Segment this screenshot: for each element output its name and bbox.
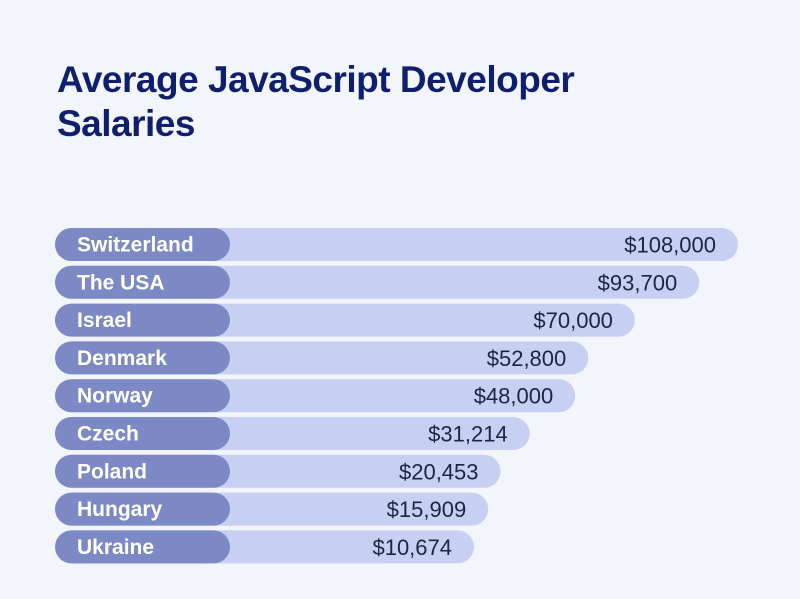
category-pill [55, 341, 230, 375]
category-label: The USA [77, 271, 165, 294]
value-label: $31,214 [428, 422, 508, 447]
bar-row-hungary: Hungary $15,909 [55, 492, 489, 526]
bar-row-poland: Poland $20,453 [55, 454, 501, 488]
value-label: $10,674 [372, 535, 452, 560]
bar-row-switzerland: Switzerland $108,000 [55, 228, 738, 261]
category-label: Ukraine [77, 536, 154, 559]
category-pill [55, 379, 230, 413]
category-label: Hungary [77, 498, 163, 521]
category-label: Poland [77, 460, 147, 483]
category-pill [55, 492, 230, 526]
value-label: $52,800 [487, 346, 567, 371]
value-label: $108,000 [624, 233, 716, 258]
category-label: Switzerland [77, 234, 194, 257]
category-label: Israel [77, 309, 132, 332]
value-label: $48,000 [474, 384, 554, 409]
value-label: $15,909 [387, 497, 467, 522]
value-label: $70,000 [533, 308, 613, 333]
category-pill [55, 303, 230, 337]
bar-row-norway: Norway $48,000 [55, 379, 576, 413]
category-pill [55, 228, 230, 261]
category-label: Norway [77, 385, 153, 408]
bar-row-denmark: Denmark $52,800 [55, 341, 589, 375]
bar-row-ukraine: Ukraine $10,674 [55, 530, 474, 564]
category-pill [55, 454, 230, 488]
value-label: $93,700 [598, 270, 678, 295]
category-pill [55, 265, 230, 299]
chart-title: Average JavaScript Developer Salaries [57, 59, 575, 144]
value-label: $20,453 [399, 459, 479, 484]
category-label: Czech [77, 423, 139, 446]
bar-row-czech: Czech $31,214 [55, 417, 530, 450]
bar-row-the-usa: The USA $93,700 [55, 265, 700, 299]
category-label: Denmark [77, 347, 167, 370]
bar-row-israel: Israel $70,000 [55, 303, 635, 337]
category-pill [55, 530, 230, 564]
category-pill [55, 417, 230, 450]
